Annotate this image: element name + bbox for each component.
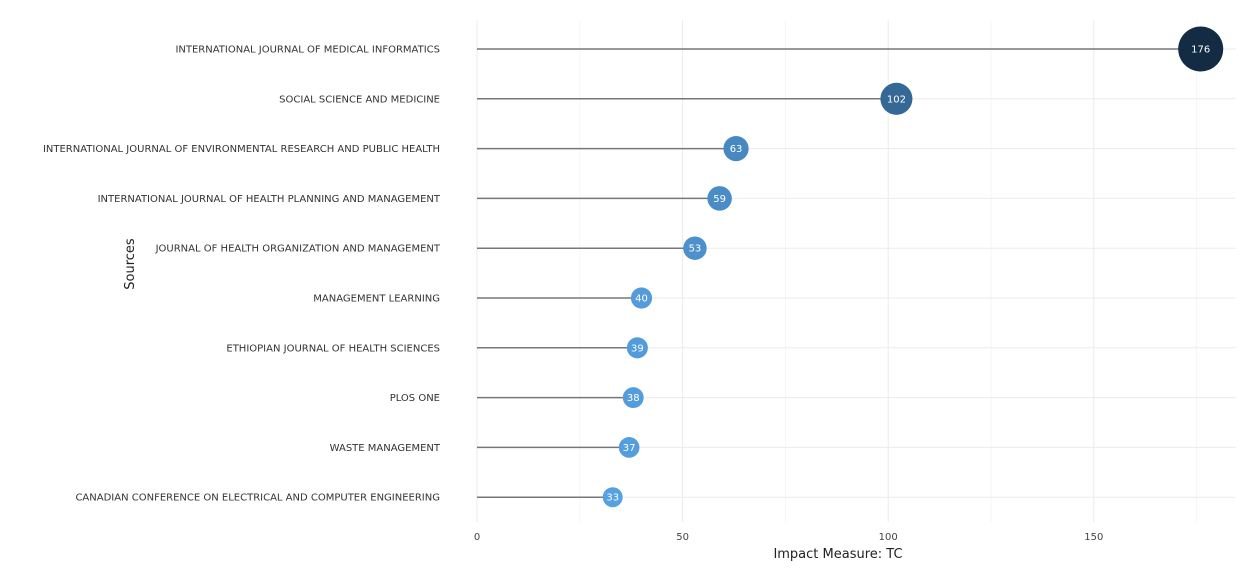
y-axis-title: Sources: [123, 238, 138, 290]
value-label: 53: [689, 244, 702, 255]
lollipop-point: [622, 387, 644, 409]
category-label: INTERNATIONAL JOURNAL OF MEDICAL INFORMA…: [175, 45, 440, 56]
tick-layer: 0 50 100 150: [474, 532, 1104, 543]
value-label: 59: [713, 194, 726, 205]
label-layer: INTERNATIONAL JOURNAL OF MEDICAL INFORMA…: [43, 45, 441, 504]
lollipop-point: [707, 186, 732, 211]
lollipop-point: [683, 236, 707, 260]
dot-layer: 176 102 63 59 53 40 39 38 37 33: [602, 26, 1224, 508]
value-label: 176: [1191, 45, 1210, 56]
x-tick-label: 100: [879, 532, 898, 543]
category-label: INTERNATIONAL JOURNAL OF ENVIRONMENTAL R…: [43, 144, 440, 155]
category-label: CANADIAN CONFERENCE ON ELECTRICAL AND CO…: [75, 493, 440, 504]
category-label: SOCIAL SCIENCE AND MEDICINE: [279, 94, 440, 105]
stem-layer: [477, 48, 1201, 498]
lollipop-point: [618, 437, 640, 458]
x-axis-title: Impact Measure: TC: [773, 547, 902, 562]
value-label: 39: [631, 343, 644, 354]
value-label: 33: [606, 493, 619, 504]
value-label: 102: [887, 94, 906, 105]
category-label: ETHIOPIAN JOURNAL OF HEALTH SCIENCES: [226, 343, 440, 354]
category-label: PLOS ONE: [390, 393, 440, 404]
lollipop-point: [630, 287, 653, 309]
lollipop-point: [602, 487, 623, 508]
x-tick-label: 50: [676, 532, 689, 543]
category-label: INTERNATIONAL JOURNAL OF HEALTH PLANNING…: [98, 194, 441, 205]
value-label: 37: [623, 443, 636, 454]
x-tick-label: 150: [1084, 532, 1103, 543]
value-label: 63: [730, 144, 743, 155]
category-label: MANAGEMENT LEARNING: [313, 294, 440, 305]
category-label: JOURNAL OF HEALTH ORGANIZATION AND MANAG…: [155, 244, 441, 255]
category-label: WASTE MANAGEMENT: [330, 443, 441, 454]
x-tick-label: 0: [474, 532, 480, 543]
value-label: 38: [627, 393, 640, 404]
value-label: 40: [635, 294, 648, 305]
lollipop-point: [626, 337, 648, 359]
lollipop-point: [880, 82, 913, 115]
lollipop-point: [1178, 26, 1224, 72]
lollipop-point: [723, 135, 749, 162]
